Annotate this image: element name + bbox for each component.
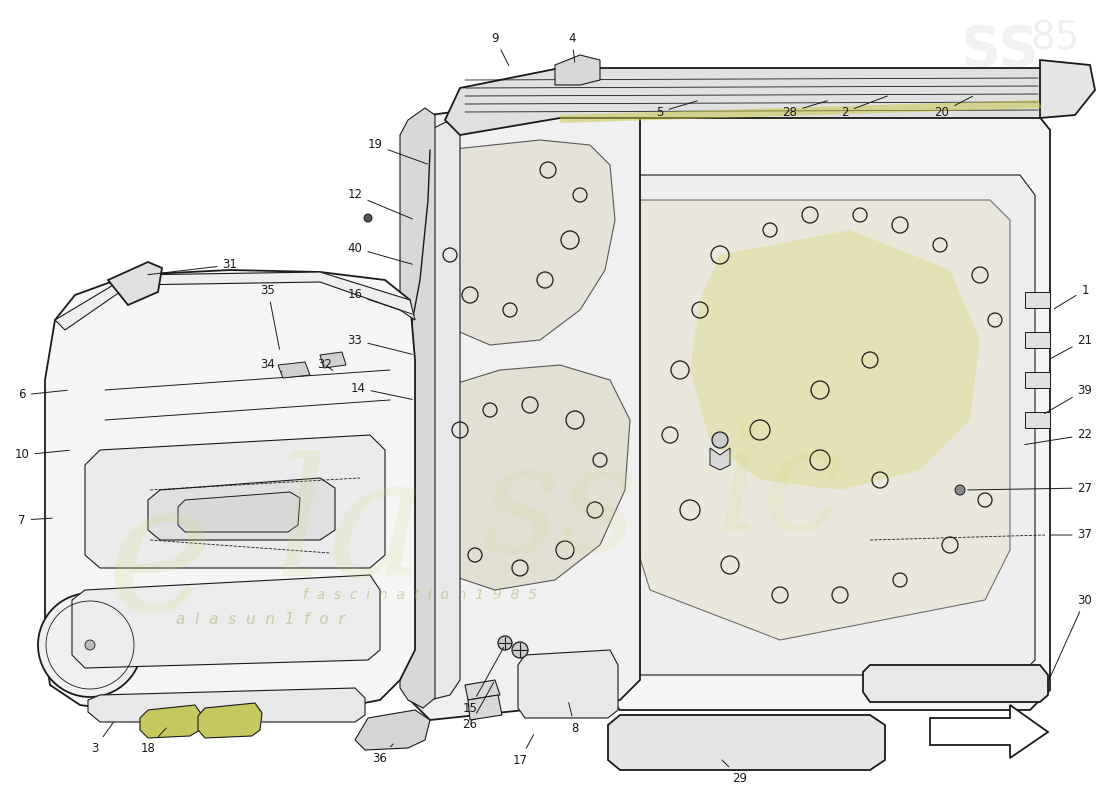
Text: 34: 34	[261, 358, 282, 372]
Text: 33: 33	[348, 334, 412, 354]
Polygon shape	[88, 688, 365, 722]
Text: 10: 10	[14, 449, 69, 462]
Text: 15: 15	[463, 647, 504, 714]
Text: 20: 20	[935, 96, 972, 118]
Polygon shape	[72, 575, 379, 668]
Polygon shape	[418, 365, 630, 590]
Text: 35: 35	[261, 283, 279, 350]
Text: la: la	[274, 450, 427, 610]
Polygon shape	[1025, 292, 1050, 308]
Text: f  a  s  c  i  n  a  t  i  o  n  1  9  8  5: f a s c i n a t i o n 1 9 8 5	[302, 588, 537, 602]
Text: 5: 5	[657, 101, 697, 118]
Polygon shape	[560, 100, 1042, 123]
Text: 14: 14	[351, 382, 412, 399]
Polygon shape	[618, 175, 1035, 675]
Polygon shape	[400, 108, 434, 708]
Polygon shape	[178, 492, 300, 532]
Text: ss: ss	[482, 436, 638, 584]
Polygon shape	[1025, 372, 1050, 388]
Text: e: e	[107, 472, 213, 648]
Text: 3: 3	[91, 722, 113, 754]
Polygon shape	[608, 715, 886, 770]
Polygon shape	[320, 352, 346, 368]
Polygon shape	[1025, 332, 1050, 348]
Circle shape	[498, 636, 512, 650]
Polygon shape	[930, 705, 1048, 758]
Text: 22: 22	[1025, 429, 1092, 445]
Polygon shape	[446, 68, 1060, 135]
Polygon shape	[140, 705, 202, 738]
Polygon shape	[55, 272, 415, 330]
Text: 28: 28	[782, 101, 827, 118]
Text: a  l  a  s  u  n  1  f  o  r: a l a s u n 1 f o r	[176, 613, 344, 627]
Polygon shape	[148, 478, 336, 540]
Text: 19: 19	[367, 138, 428, 164]
Polygon shape	[690, 230, 980, 490]
Text: 8: 8	[569, 702, 579, 734]
Polygon shape	[556, 55, 600, 85]
Polygon shape	[600, 105, 1050, 710]
Text: 2: 2	[842, 96, 888, 118]
Polygon shape	[420, 120, 460, 700]
Polygon shape	[278, 362, 310, 378]
Polygon shape	[430, 140, 615, 345]
Polygon shape	[710, 448, 730, 470]
Text: 4: 4	[569, 31, 575, 62]
Polygon shape	[1040, 60, 1094, 118]
Polygon shape	[518, 650, 618, 718]
Polygon shape	[628, 200, 1010, 640]
Text: 18: 18	[141, 728, 166, 754]
Polygon shape	[1025, 412, 1050, 428]
Text: 30: 30	[1049, 594, 1092, 679]
Text: 16: 16	[348, 289, 412, 314]
Circle shape	[712, 432, 728, 448]
Circle shape	[955, 485, 965, 495]
Text: 31: 31	[147, 258, 238, 274]
Text: 37: 37	[1050, 529, 1092, 542]
Text: 36: 36	[373, 744, 393, 765]
Text: 6: 6	[19, 389, 67, 402]
Polygon shape	[410, 90, 640, 720]
Text: ic: ic	[716, 419, 844, 561]
Text: 17: 17	[513, 734, 534, 766]
Text: 39: 39	[1044, 383, 1092, 414]
Text: 29: 29	[722, 760, 748, 785]
Text: 7: 7	[19, 514, 52, 526]
Text: 21: 21	[1050, 334, 1092, 358]
Text: 32: 32	[318, 358, 332, 371]
Text: 85: 85	[1031, 19, 1080, 57]
Polygon shape	[468, 695, 502, 720]
Circle shape	[364, 214, 372, 222]
Text: 1: 1	[1055, 283, 1089, 309]
Polygon shape	[108, 262, 162, 305]
Polygon shape	[864, 665, 1048, 702]
Polygon shape	[198, 703, 262, 738]
Text: 9: 9	[492, 31, 509, 66]
Circle shape	[512, 642, 528, 658]
Text: 40: 40	[348, 242, 412, 264]
Polygon shape	[355, 710, 430, 750]
Text: 26: 26	[462, 682, 494, 731]
Circle shape	[39, 593, 142, 697]
Polygon shape	[85, 435, 385, 568]
Circle shape	[85, 640, 95, 650]
Polygon shape	[45, 270, 415, 715]
Polygon shape	[465, 680, 501, 700]
Text: 12: 12	[348, 189, 412, 219]
Text: SS: SS	[961, 23, 1038, 77]
Text: 27: 27	[968, 482, 1092, 494]
